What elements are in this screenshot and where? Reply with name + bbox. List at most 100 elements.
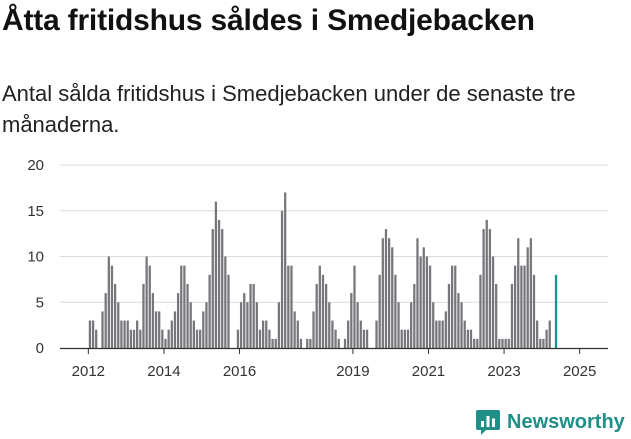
data-labels: 8 (586, 0, 595, 4)
bar (507, 338, 510, 348)
bar (315, 283, 318, 348)
bar (180, 265, 183, 348)
y-axis: 0 5 10 15 20 (27, 157, 44, 357)
y-tick-label: 10 (27, 249, 44, 266)
bar (199, 329, 202, 348)
bar (387, 238, 391, 348)
bar (441, 320, 444, 348)
bar (384, 229, 388, 348)
bar (271, 338, 274, 348)
bar (202, 311, 205, 348)
bar (186, 283, 189, 348)
bar (460, 302, 463, 348)
bar (113, 283, 117, 348)
bar (375, 320, 378, 348)
x-tick-label: 2012 (72, 363, 105, 380)
bar (306, 338, 309, 348)
bar (397, 302, 400, 348)
x-tick-label: 2014 (147, 363, 180, 380)
bar (309, 338, 312, 348)
bar (400, 329, 403, 348)
grid-lines (60, 164, 608, 303)
bar (91, 320, 95, 348)
y-tick-label: 20 (27, 157, 44, 174)
bar (510, 283, 514, 348)
x-tick-label: 2023 (487, 363, 520, 380)
bar (498, 338, 501, 348)
bar (454, 265, 457, 348)
bar (513, 265, 517, 348)
bar (438, 320, 441, 348)
bar (110, 265, 114, 348)
brand: Newsworthy (475, 405, 625, 439)
bar (205, 302, 208, 348)
x-axis: 2012 2014 2016 2019 2021 2023 2025 (72, 348, 596, 380)
bars (88, 192, 558, 348)
x-tick-label: 2021 (412, 363, 445, 380)
bar (466, 329, 469, 348)
bar-latest (554, 274, 558, 348)
newsworthy-logo-icon (476, 410, 500, 435)
bar (221, 229, 224, 348)
bar (183, 265, 186, 348)
bar (164, 338, 167, 348)
bar (403, 329, 406, 348)
bar (444, 311, 447, 348)
bar (120, 320, 123, 348)
bar (173, 311, 177, 348)
y-tick-label: 0 (36, 340, 44, 357)
bar (296, 320, 299, 348)
bar (95, 329, 98, 348)
bar (280, 210, 284, 348)
bar (410, 302, 413, 348)
bar (435, 320, 438, 348)
bar (277, 302, 281, 348)
bar (236, 329, 240, 348)
bar (356, 302, 359, 348)
bar (476, 338, 479, 348)
bar (249, 283, 252, 348)
bar (145, 256, 148, 348)
bar (287, 265, 290, 348)
bar (290, 265, 293, 348)
bar (406, 329, 410, 348)
bar (299, 338, 303, 348)
bar (227, 274, 230, 348)
bar (343, 338, 347, 348)
bar (321, 274, 325, 348)
bar (88, 320, 92, 348)
bar (211, 229, 214, 348)
bar (104, 293, 107, 348)
bar (391, 247, 394, 348)
bar (331, 320, 334, 348)
bar (413, 283, 416, 348)
bar (328, 302, 331, 348)
bar (542, 338, 545, 348)
bar (362, 329, 366, 348)
bar (192, 320, 195, 348)
bar (158, 311, 161, 348)
bar (239, 302, 243, 348)
bar (428, 265, 432, 348)
bar (107, 256, 110, 348)
bar (224, 256, 227, 348)
bar (419, 256, 422, 348)
bar (457, 293, 460, 348)
bar (353, 265, 356, 348)
bar (473, 338, 476, 348)
bar (520, 265, 523, 348)
bar (123, 320, 126, 348)
chart-subtitle: Antal sålda fritidshus i Smedjebacken un… (2, 81, 576, 137)
bar (526, 247, 529, 348)
bar (479, 274, 482, 348)
bar (425, 256, 429, 348)
bar (268, 329, 271, 348)
bar (488, 229, 492, 348)
bar (447, 283, 451, 348)
bar (132, 329, 136, 348)
bar (258, 329, 262, 348)
data-label: 8 (586, 0, 595, 4)
x-tick-label: 2019 (336, 363, 369, 380)
bar (529, 238, 532, 348)
bar (350, 293, 353, 348)
